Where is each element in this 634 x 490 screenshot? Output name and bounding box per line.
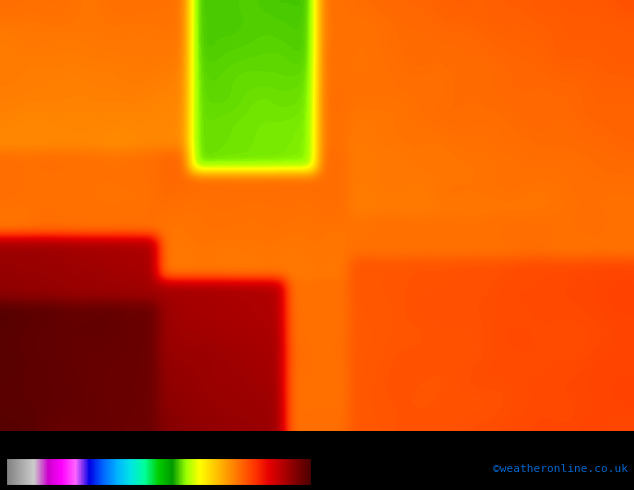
Text: Temperature (2m) [°C] ECMWF: Temperature (2m) [°C] ECMWF	[6, 436, 209, 449]
Text: Fr 07-06-2024 00:00 UTC (18+54): Fr 07-06-2024 00:00 UTC (18+54)	[395, 436, 628, 449]
Text: ©weatheronline.co.uk: ©weatheronline.co.uk	[493, 465, 628, 474]
